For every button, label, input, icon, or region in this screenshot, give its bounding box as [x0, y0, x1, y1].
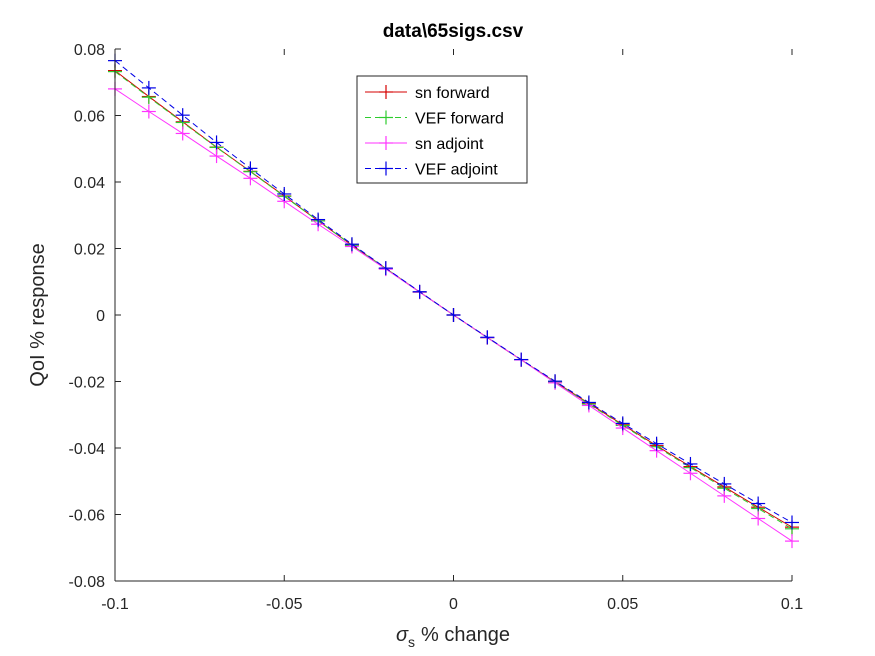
x-ticks: -0.1 -0.05 0 0.05 0.1	[101, 49, 803, 613]
x-axis-symbol: σ	[396, 624, 409, 646]
data-point	[175, 126, 190, 141]
data-point	[175, 108, 190, 123]
legend-label: sn adjoint	[415, 136, 484, 153]
x-tick-label: 0	[449, 596, 458, 613]
data-point	[446, 308, 461, 322]
data-point	[378, 261, 393, 276]
series-vef-adjoint	[108, 53, 799, 530]
y-tick-label: -0.08	[69, 574, 106, 591]
data-point	[480, 330, 495, 345]
x-axis-title: σs % change	[396, 624, 510, 650]
x-tick-label: -0.05	[266, 596, 303, 613]
y-tick-label: -0.02	[69, 375, 106, 392]
data-point	[277, 186, 292, 201]
data-point	[751, 511, 766, 526]
data-point	[717, 476, 732, 491]
legend-label: VEF adjoint	[415, 162, 498, 179]
data-point	[141, 80, 156, 95]
legend-marker	[379, 85, 393, 99]
y-axis-title: QoI % response	[27, 243, 49, 386]
y-tick-label: 0.06	[74, 109, 105, 126]
chart-title: data\65sigs.csv	[383, 21, 524, 42]
series-layer	[108, 53, 799, 549]
legend-marker	[379, 161, 393, 176]
series-line-vef-forward	[114, 71, 793, 530]
legend-label: VEF forward	[415, 111, 504, 128]
legend-marker	[379, 110, 393, 125]
data-point	[141, 104, 156, 119]
y-tick-label: -0.04	[69, 441, 106, 458]
legend-item-sn-forward: sn forward	[365, 85, 490, 102]
data-point	[649, 436, 664, 451]
data-point	[412, 284, 427, 299]
data-point	[548, 374, 563, 389]
y-ticks: -0.08 -0.06 -0.04 -0.02 0 0.02 0.04 0.06 0.08	[69, 42, 121, 591]
legend-item-sn-adjoint: sn adjoint	[365, 136, 484, 153]
data-point	[209, 135, 224, 150]
data-point	[344, 237, 359, 252]
legend-label: sn forward	[415, 85, 490, 102]
legend-marker	[379, 136, 393, 150]
y-tick-label: 0.04	[74, 175, 105, 192]
x-axis-subscript: s	[408, 634, 415, 650]
data-point	[683, 456, 698, 471]
y-tick-label: 0	[96, 308, 105, 325]
x-axis-text: % change	[421, 624, 510, 646]
y-tick-label: 0.02	[74, 242, 105, 259]
legend-box	[356, 75, 528, 184]
x-tick-label: 0.1	[781, 596, 803, 613]
data-point	[615, 416, 630, 431]
y-tick-label: -0.06	[69, 508, 106, 525]
legend-item-vef-forward: VEF forward	[365, 110, 504, 128]
data-point	[514, 352, 529, 367]
data-point	[243, 161, 258, 176]
legend: sn forward VEF forward sn adjoint VEF adjoi…	[356, 75, 528, 184]
data-point	[581, 395, 596, 410]
data-point	[209, 149, 224, 164]
data-point	[311, 212, 326, 227]
y-tick-label: 0.08	[74, 42, 105, 59]
legend-item-vef-adjoint: VEF adjoint	[365, 161, 498, 179]
x-tick-label: 0.05	[607, 596, 638, 613]
data-point	[717, 488, 732, 503]
data-point	[751, 496, 766, 511]
x-tick-label: -0.1	[101, 596, 129, 613]
data-point	[785, 534, 799, 549]
data-point	[785, 515, 799, 530]
